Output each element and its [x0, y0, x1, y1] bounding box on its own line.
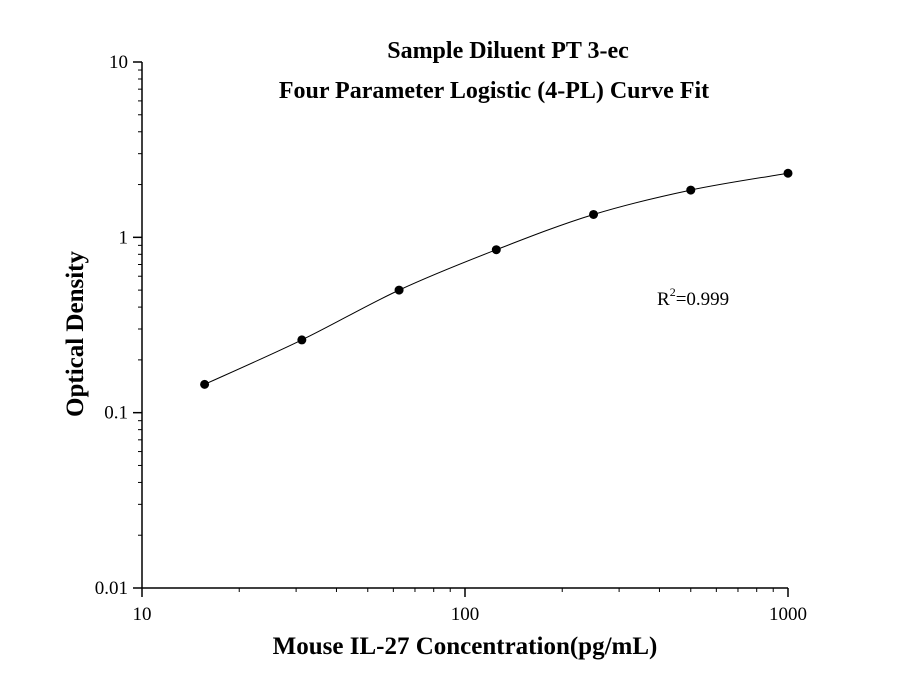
y-axis-ticks: 0.01 0.1 1 10 — [95, 52, 142, 599]
data-point — [200, 379, 210, 389]
data-point — [686, 185, 696, 195]
axes — [141, 62, 788, 589]
data-point — [297, 335, 307, 345]
fit-curve — [204, 172, 789, 385]
chart-subtitle: Four Parameter Logistic (4-PL) Curve Fit — [279, 78, 709, 104]
data-point — [491, 245, 501, 255]
x-tick-label: 1000 — [769, 604, 807, 625]
data-point — [783, 168, 793, 178]
x-tick-label: 100 — [451, 604, 480, 625]
y-tick-label: 10 — [109, 52, 128, 73]
x-axis-label: Mouse IL-27 Concentration(pg/mL) — [273, 633, 658, 660]
x-axis-ticks: 10 100 1000 — [133, 588, 807, 625]
r-squared-value: =0.999 — [676, 289, 729, 310]
data-point — [589, 209, 599, 219]
y-tick-label: 0.01 — [95, 578, 128, 599]
r-squared-base: R — [657, 289, 670, 310]
y-tick-label: 0.1 — [104, 403, 128, 424]
r-squared-annotation: R2=0.999 — [657, 285, 729, 310]
y-axis-label: Optical Density — [62, 251, 89, 417]
x-tick-label: 10 — [133, 604, 152, 625]
data-point — [394, 285, 404, 295]
chart-title: Sample Diluent PT 3-ec — [387, 38, 629, 64]
r-squared-superscript: 2 — [670, 285, 676, 299]
y-tick-label: 1 — [119, 227, 129, 248]
data-points — [200, 168, 793, 389]
